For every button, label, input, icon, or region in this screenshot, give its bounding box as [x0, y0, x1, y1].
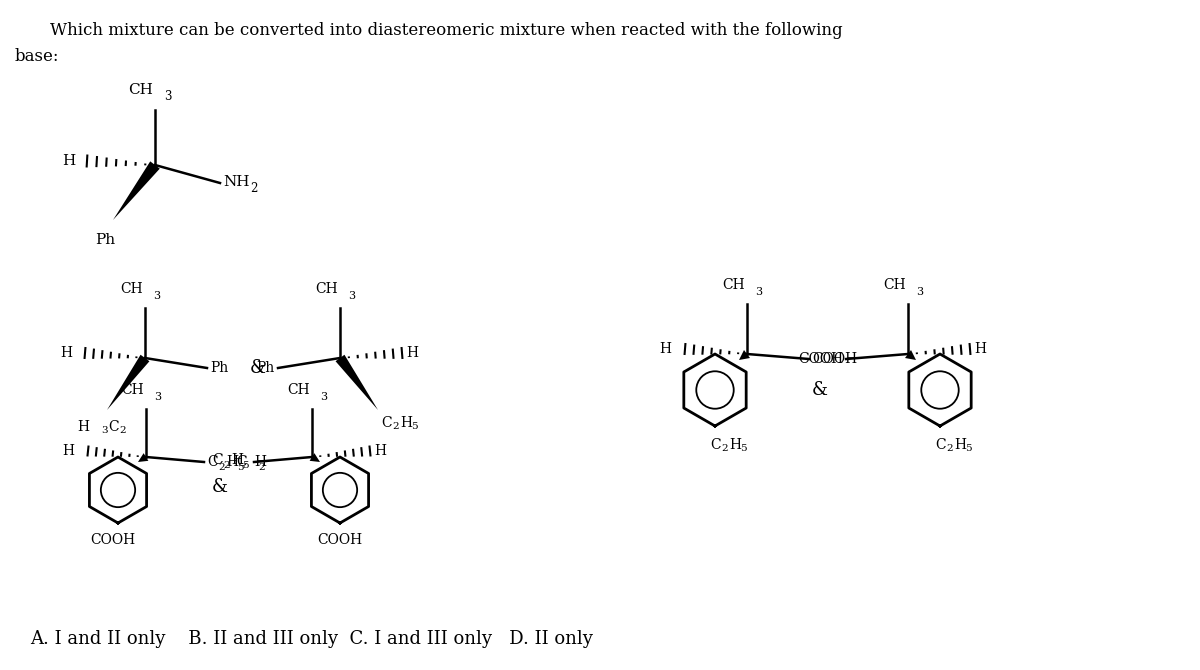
- Text: 3: 3: [154, 291, 160, 301]
- Text: Ph: Ph: [257, 361, 275, 375]
- Text: CH: CH: [316, 282, 338, 296]
- Polygon shape: [336, 354, 378, 410]
- Text: 2: 2: [223, 462, 229, 470]
- Text: C: C: [382, 416, 391, 430]
- Text: 2: 2: [258, 464, 265, 472]
- Polygon shape: [113, 161, 160, 220]
- Text: H: H: [62, 444, 74, 458]
- Text: 5: 5: [410, 422, 418, 431]
- Text: C: C: [935, 438, 946, 452]
- Text: H: H: [974, 342, 986, 356]
- Text: 2: 2: [721, 444, 727, 453]
- Text: 3: 3: [154, 392, 161, 402]
- Text: H: H: [60, 346, 72, 360]
- Text: 2: 2: [250, 182, 257, 196]
- Text: 3: 3: [755, 287, 762, 297]
- Text: A. I and II only    B. II and III only  C. I and III only   D. II only: A. I and II only B. II and III only C. I…: [30, 630, 593, 648]
- Text: &: &: [212, 478, 228, 496]
- Text: H: H: [659, 342, 671, 356]
- Text: 3: 3: [320, 392, 328, 402]
- Polygon shape: [905, 350, 916, 360]
- Text: H: H: [61, 154, 74, 168]
- Text: COOH: COOH: [90, 533, 136, 547]
- Polygon shape: [739, 350, 750, 360]
- Text: H: H: [954, 438, 966, 452]
- Text: C: C: [208, 455, 217, 469]
- Text: C: C: [108, 420, 119, 434]
- Text: CH: CH: [722, 278, 745, 292]
- Text: 5: 5: [740, 444, 746, 453]
- Text: CH: CH: [120, 282, 143, 296]
- Text: CH: CH: [128, 83, 154, 97]
- Text: C: C: [212, 453, 223, 467]
- Text: H: H: [400, 416, 412, 430]
- Text: C: C: [710, 438, 721, 452]
- Text: 5: 5: [242, 462, 248, 470]
- Text: &: &: [812, 381, 828, 399]
- Text: 2: 2: [946, 444, 953, 453]
- Text: H: H: [77, 420, 89, 434]
- Text: 3: 3: [101, 426, 108, 435]
- Text: H: H: [230, 453, 242, 467]
- Text: 3: 3: [916, 287, 923, 297]
- Text: CH: CH: [883, 278, 906, 292]
- Text: Ph: Ph: [210, 361, 228, 375]
- Text: 5: 5: [238, 464, 244, 472]
- Text: 3: 3: [348, 291, 355, 301]
- Text: H: H: [226, 455, 238, 469]
- Text: NH: NH: [223, 175, 250, 189]
- Text: Ph: Ph: [95, 233, 115, 247]
- Text: &: &: [250, 359, 266, 377]
- Text: 5: 5: [965, 444, 972, 453]
- Text: CH: CH: [121, 383, 144, 397]
- Polygon shape: [138, 453, 149, 462]
- Text: H: H: [406, 346, 418, 360]
- Text: C: C: [236, 455, 247, 469]
- Text: H: H: [374, 444, 386, 458]
- Text: 2: 2: [119, 426, 126, 435]
- Polygon shape: [310, 453, 320, 462]
- Text: CH: CH: [287, 383, 310, 397]
- Text: H: H: [254, 455, 266, 469]
- Text: Which mixture can be converted into diastereomeric mixture when reacted with the: Which mixture can be converted into dias…: [50, 22, 842, 39]
- Text: 2: 2: [392, 422, 398, 431]
- Text: base:: base:: [14, 48, 60, 65]
- Text: 2: 2: [218, 464, 224, 472]
- Text: COOH: COOH: [812, 352, 857, 366]
- Polygon shape: [107, 354, 150, 410]
- Text: COOH: COOH: [318, 533, 362, 547]
- Text: H: H: [730, 438, 742, 452]
- Text: COOH: COOH: [798, 352, 842, 366]
- Text: 3: 3: [164, 90, 172, 103]
